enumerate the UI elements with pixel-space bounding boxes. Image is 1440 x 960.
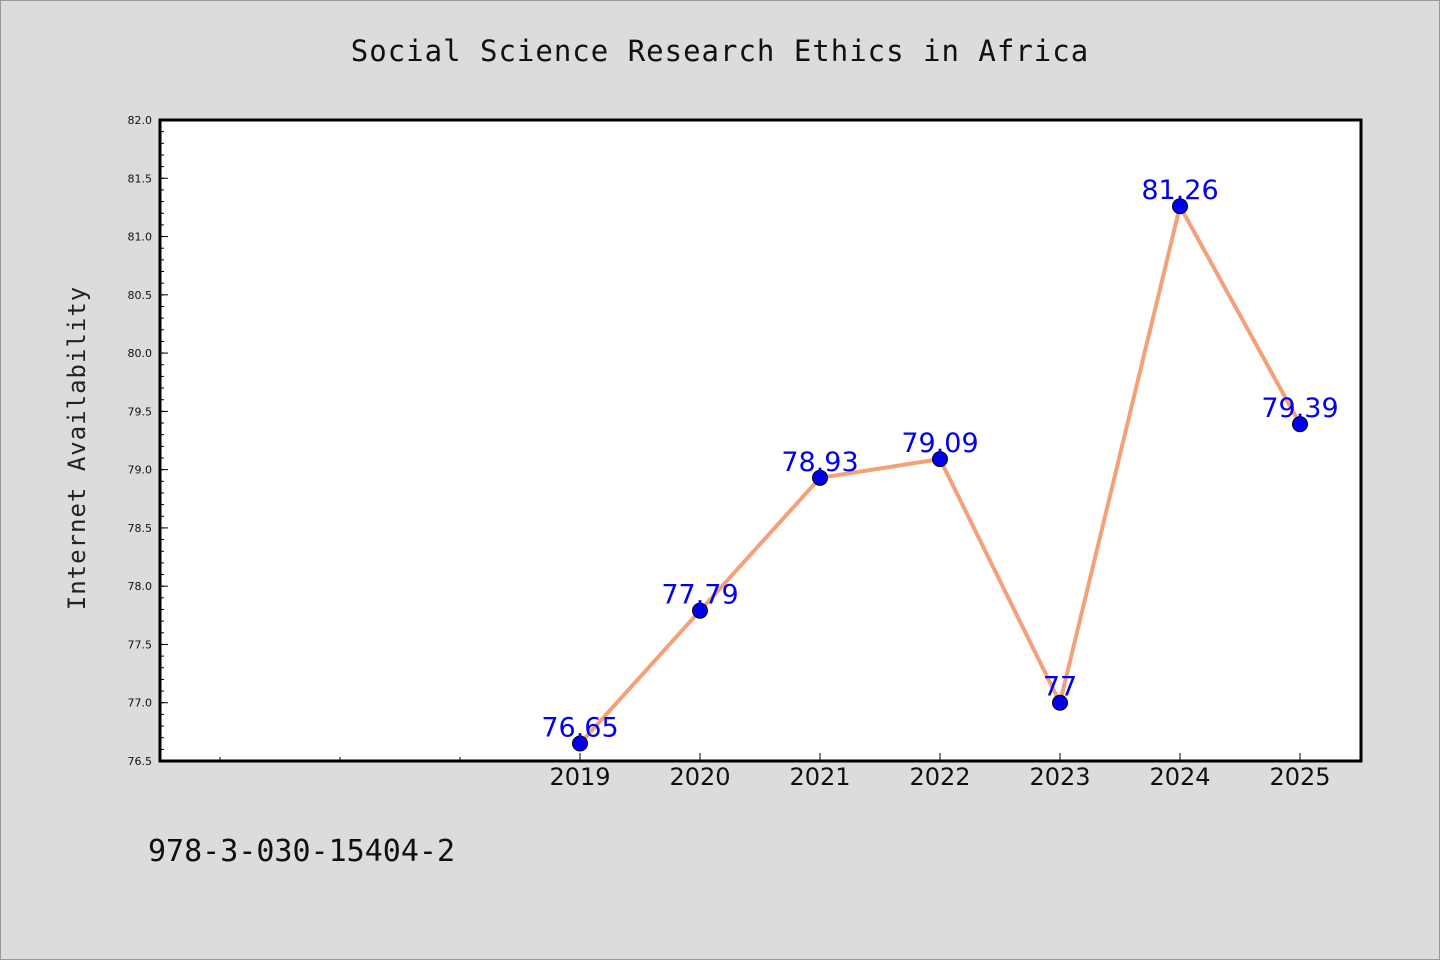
x-tick-label: 2019 bbox=[549, 763, 610, 791]
y-tick-label: 77.0 bbox=[128, 697, 153, 710]
y-tick-label: 79.5 bbox=[128, 405, 153, 418]
x-axis: 2019 2020 2021 2022 2023 2024 2025 bbox=[219, 753, 1331, 791]
data-label: 77.79 bbox=[661, 580, 738, 611]
data-point bbox=[692, 602, 708, 619]
y-tick-label: 82.0 bbox=[128, 114, 153, 127]
x-tick-label: 2022 bbox=[909, 763, 970, 791]
chart-title: Social Science Research Ethics in Africa bbox=[350, 34, 1090, 68]
x-tick-label: 2024 bbox=[1149, 763, 1210, 791]
data-label: 76.65 bbox=[541, 713, 618, 744]
y-tick-label: 80.5 bbox=[128, 289, 153, 302]
y-axis: 76.5 77.0 77.5 78.0 78.5 79.0 79.5 80.0 80.5 81.0… bbox=[128, 114, 168, 768]
x-tick-label: 2020 bbox=[669, 763, 730, 791]
plot-area bbox=[158, 118, 1363, 763]
x-tick-label: 2023 bbox=[1029, 763, 1090, 791]
y-tick-label: 76.5 bbox=[128, 755, 153, 768]
data-label: 79.39 bbox=[1261, 393, 1338, 424]
y-tick-label: 77.5 bbox=[128, 638, 153, 651]
data-label: 79.09 bbox=[901, 428, 978, 459]
y-tick-label: 80.0 bbox=[128, 347, 153, 360]
data-point bbox=[572, 735, 588, 752]
y-tick-label: 78.5 bbox=[128, 522, 153, 535]
data-point bbox=[1052, 694, 1068, 711]
y-tick-label: 79.0 bbox=[128, 464, 153, 477]
y-tick-label: 81.5 bbox=[128, 172, 153, 185]
y-tick-label: 81.0 bbox=[128, 231, 153, 244]
data-point bbox=[812, 469, 828, 486]
data-point bbox=[1292, 416, 1308, 433]
x-tick-label: 2021 bbox=[789, 763, 850, 791]
isbn-code: 978-3-030-15404-2 bbox=[148, 834, 456, 869]
data-labels: 76.65 77.79 78.93 79.09 77 81.26 79.39 bbox=[541, 175, 1338, 743]
y-tick-label: 78.0 bbox=[128, 580, 153, 593]
data-series bbox=[572, 198, 1308, 752]
data-label: 78.93 bbox=[781, 447, 858, 478]
x-tick-label: 2025 bbox=[1269, 763, 1330, 791]
data-label: 77 bbox=[1043, 672, 1077, 703]
data-point bbox=[1172, 198, 1188, 215]
data-point bbox=[932, 451, 948, 468]
data-label: 81.26 bbox=[1141, 175, 1218, 206]
